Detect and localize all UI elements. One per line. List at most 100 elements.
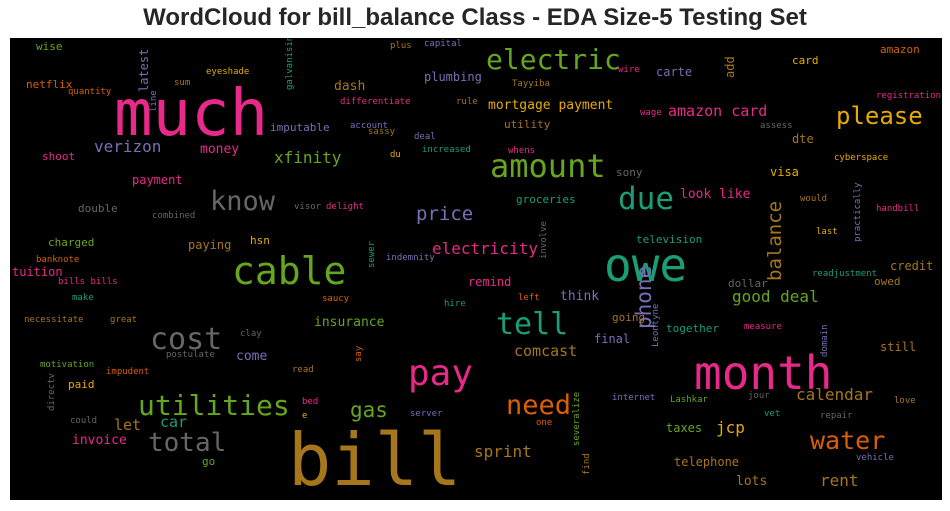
- word-wise: wise: [36, 40, 63, 53]
- word-imputable: imputable: [270, 121, 330, 134]
- word-need: need: [506, 390, 572, 421]
- word-wire: wire: [618, 65, 640, 75]
- chart-title: WordCloud for bill_balance Class - EDA S…: [143, 4, 807, 31]
- word-electric: electric: [486, 43, 621, 76]
- word-much: much: [114, 77, 269, 151]
- word-please: please: [836, 102, 923, 130]
- word-latest: latest: [137, 48, 151, 92]
- word-charged: charged: [48, 236, 95, 249]
- word-registration: registration: [876, 91, 942, 101]
- word-sum: sum: [174, 78, 191, 88]
- word-find: find: [582, 453, 592, 475]
- word-amazon: amazon: [880, 43, 920, 56]
- word-make: make: [72, 293, 94, 303]
- word-know: know: [210, 186, 276, 217]
- word-paying: paying: [188, 238, 232, 252]
- word-sewer: sewer: [367, 240, 377, 268]
- word-repair: repair: [820, 411, 853, 421]
- word-credit: credit: [890, 259, 934, 273]
- word-go: go: [202, 455, 216, 468]
- word-cyberspace: cyberspace: [834, 153, 889, 163]
- word-cloud: bill much month owe cable pay amount due tell cos…: [10, 38, 942, 500]
- word-clay: clay: [240, 329, 262, 339]
- word-month: month: [694, 346, 833, 400]
- word-banknote: banknote: [36, 255, 80, 265]
- word-due: due: [618, 181, 674, 217]
- word-electricity: electricity: [432, 239, 538, 258]
- word-come: come: [236, 349, 268, 364]
- word-television: television: [636, 233, 703, 246]
- word-amazon-card: amazon card: [668, 102, 768, 120]
- word-invoice: invoice: [72, 433, 127, 448]
- word-readjustment: readjustment: [812, 269, 878, 279]
- word-dash: dash: [334, 79, 366, 94]
- word-rule: rule: [456, 97, 478, 107]
- word-dte: dte: [792, 132, 814, 146]
- word-wage: wage: [640, 108, 662, 118]
- word-indemnity: indemnity: [386, 253, 435, 263]
- word-lots: lots: [736, 474, 768, 489]
- word-car: car: [160, 413, 188, 431]
- word-delight: delight: [326, 202, 364, 212]
- word-bills-bills: bills bills: [58, 277, 118, 287]
- word-increased: increased: [422, 145, 471, 155]
- word-du: du: [390, 150, 401, 160]
- word-calendar: calendar: [796, 385, 874, 404]
- word-shoot: shoot: [42, 150, 76, 163]
- word-taxes: taxes: [666, 421, 703, 435]
- word-let: let: [114, 416, 142, 434]
- word-last: last: [816, 227, 838, 237]
- word-payment: payment: [132, 173, 183, 187]
- word-impudent: impudent: [106, 367, 150, 377]
- word-assess: assess: [760, 121, 793, 131]
- word-jcp: jcp: [716, 418, 745, 437]
- word-sassy: sassy: [368, 127, 396, 137]
- word-xfinity: xfinity: [274, 148, 342, 167]
- word-galvanising: galvanising: [285, 38, 295, 90]
- word-measure: measure: [744, 322, 782, 332]
- word-add: add: [723, 56, 737, 78]
- word-practically: practically: [853, 182, 863, 242]
- word-rent: rent: [820, 471, 859, 490]
- word-left: left: [518, 293, 540, 303]
- word-postulate: postulate: [166, 350, 215, 360]
- word-would: would: [800, 194, 828, 204]
- word-combined: combined: [152, 211, 196, 221]
- word-line: line: [149, 90, 159, 112]
- word-think: think: [560, 289, 600, 304]
- word-money: money: [200, 142, 240, 157]
- word-jour: jour: [748, 391, 770, 401]
- word-bed: bed: [302, 397, 319, 407]
- word-vehicle: vehicle: [856, 453, 894, 463]
- word-still: still: [880, 340, 917, 354]
- word-lashkar: Lashkar: [670, 395, 708, 405]
- word-final: final: [594, 332, 631, 346]
- word-good-deal: good deal: [732, 287, 819, 306]
- word-sony: sony: [616, 166, 643, 179]
- word-look-like: look like: [680, 187, 751, 202]
- word-one: one: [536, 418, 553, 428]
- word-read: read: [292, 365, 314, 375]
- word-plus: plus: [390, 41, 412, 51]
- word-whens: whens: [508, 146, 536, 156]
- word-cost: cost: [150, 322, 223, 357]
- word-deal: deal: [414, 132, 436, 142]
- word-balance: balance: [764, 200, 786, 281]
- word-paid: paid: [68, 378, 95, 391]
- word-carte: carte: [656, 65, 693, 79]
- word-hire: hire: [444, 299, 466, 309]
- word-motivation: motivation: [40, 360, 95, 370]
- word-price: price: [416, 203, 474, 225]
- word-tuition: tuition: [12, 265, 63, 279]
- word-comcast: comcast: [514, 342, 578, 360]
- word-hsn: hsn: [250, 234, 270, 247]
- word-telephone: telephone: [674, 455, 740, 469]
- word-capital: capital: [424, 39, 462, 49]
- word-total: total: [148, 428, 227, 458]
- word-account: account: [350, 121, 388, 131]
- word-netflix: netflix: [26, 78, 73, 91]
- word-amount: amount: [490, 147, 606, 185]
- word-vet: vet: [764, 409, 781, 419]
- word-domain: domain: [820, 324, 830, 357]
- word-saucy: saucy: [322, 294, 350, 304]
